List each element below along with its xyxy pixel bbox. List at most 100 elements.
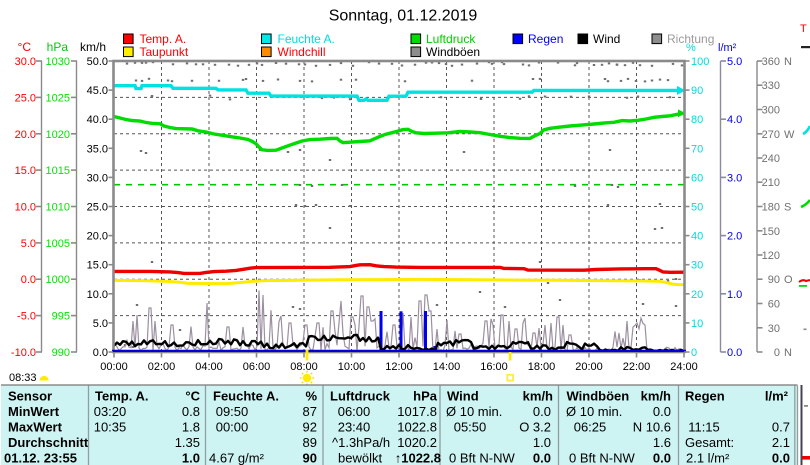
svg-text:1030: 1030	[46, 56, 70, 68]
svg-text:16:00: 16:00	[480, 361, 508, 373]
svg-text:0.0: 0.0	[533, 451, 551, 465]
svg-text:Wind: Wind	[593, 32, 620, 46]
svg-text:4.67 g/m²: 4.67 g/m²	[209, 451, 265, 465]
svg-text:bewölkt: bewölkt	[338, 451, 382, 465]
svg-text:^1.3hPa/h: ^1.3hPa/h	[332, 435, 390, 450]
svg-text:T: T	[800, 23, 807, 35]
svg-text:60: 60	[691, 172, 703, 184]
svg-text:50: 50	[691, 202, 703, 214]
svg-text:22:00: 22:00	[623, 361, 651, 373]
svg-text:1017.8: 1017.8	[397, 404, 437, 419]
svg-text:Ø 10 min.: Ø 10 min.	[566, 404, 622, 419]
svg-text:Windböen: Windböen	[426, 45, 480, 59]
svg-text:MinWert: MinWert	[8, 404, 60, 419]
svg-text:l/m²: l/m²	[718, 42, 737, 54]
svg-text:N: N	[784, 56, 792, 68]
svg-text:5.0: 5.0	[21, 238, 36, 250]
svg-text:180: 180	[762, 202, 780, 214]
svg-text:11:15: 11:15	[688, 420, 720, 435]
svg-text:1020: 1020	[46, 129, 70, 141]
svg-text:0.0: 0.0	[93, 347, 108, 359]
svg-text:35.0: 35.0	[87, 143, 108, 155]
svg-text:990: 990	[52, 347, 70, 359]
svg-text:0.0: 0.0	[772, 451, 790, 465]
svg-text:2.1: 2.1	[772, 435, 790, 450]
svg-text:Windchill: Windchill	[278, 45, 326, 59]
svg-text:120: 120	[762, 250, 780, 262]
svg-text:15.0: 15.0	[15, 165, 36, 177]
svg-text:20: 20	[691, 289, 703, 301]
svg-text:10:35: 10:35	[94, 420, 127, 435]
svg-text:1025: 1025	[46, 92, 70, 104]
svg-text:N: N	[784, 347, 792, 359]
svg-text:03:20: 03:20	[94, 404, 127, 419]
svg-text:24:00: 24:00	[670, 361, 698, 373]
svg-text:O 3.2: O 3.2	[519, 420, 551, 435]
svg-text:1000: 1000	[46, 274, 70, 286]
svg-text:Durchschnitt: Durchschnitt	[8, 435, 89, 450]
svg-text:90: 90	[303, 451, 317, 465]
svg-text:995: 995	[52, 311, 70, 323]
svg-text:0: 0	[774, 347, 780, 359]
svg-text:240: 240	[762, 153, 780, 165]
svg-text:05:50: 05:50	[454, 420, 487, 435]
svg-text:01.12. 23:55: 01.12. 23:55	[4, 451, 77, 465]
svg-text:20.0: 20.0	[15, 129, 36, 141]
svg-text:06:25: 06:25	[574, 420, 607, 435]
svg-text:km/h: km/h	[523, 389, 553, 404]
svg-text:1.6: 1.6	[653, 435, 671, 450]
svg-text:1.8: 1.8	[182, 420, 200, 435]
svg-text:92: 92	[303, 420, 317, 435]
svg-text:30.0: 30.0	[15, 56, 36, 68]
svg-text:4.0: 4.0	[727, 114, 742, 126]
svg-text:Windböen: Windböen	[567, 389, 630, 404]
svg-text:0.0: 0.0	[21, 274, 36, 286]
svg-text:5.0: 5.0	[727, 56, 742, 68]
svg-text:00:00: 00:00	[216, 420, 249, 435]
svg-text:09:50: 09:50	[216, 404, 249, 419]
svg-text:Richtung: Richtung	[667, 32, 714, 46]
svg-text:0.0: 0.0	[533, 404, 551, 419]
svg-text:0: 0	[691, 347, 697, 359]
svg-text:-5.0: -5.0	[17, 311, 36, 323]
svg-text:Wind: Wind	[447, 389, 479, 404]
svg-text:Regen: Regen	[685, 389, 725, 404]
svg-text:10:00: 10:00	[338, 361, 366, 373]
svg-text:50.0: 50.0	[87, 56, 108, 68]
svg-text:0 Bft N-NW: 0 Bft N-NW	[569, 451, 635, 465]
svg-text:Gesamt:: Gesamt:	[685, 435, 734, 450]
svg-text:1.0: 1.0	[727, 289, 742, 301]
svg-text:MaxWert: MaxWert	[8, 420, 63, 435]
svg-text:270: 270	[762, 129, 780, 141]
svg-text:0.8: 0.8	[182, 404, 200, 419]
svg-text:00:00: 00:00	[100, 361, 128, 373]
svg-text:25.0: 25.0	[15, 92, 36, 104]
svg-text:1.35: 1.35	[175, 435, 200, 450]
svg-text:km/h: km/h	[641, 389, 671, 404]
svg-text:1022.8: 1022.8	[397, 420, 437, 435]
svg-text:210: 210	[762, 177, 780, 189]
svg-text:Ø 10 min.: Ø 10 min.	[446, 404, 502, 419]
svg-text:°C: °C	[185, 389, 200, 404]
svg-text:18:00: 18:00	[528, 361, 556, 373]
svg-text:O: O	[784, 274, 793, 286]
svg-text:06:00: 06:00	[243, 361, 271, 373]
svg-text:1.0: 1.0	[182, 451, 200, 465]
svg-text:23:40: 23:40	[338, 420, 371, 435]
svg-text:60: 60	[768, 299, 780, 311]
svg-text:N 10.6: N 10.6	[633, 420, 671, 435]
svg-text:89: 89	[303, 435, 317, 450]
svg-text:5.0: 5.0	[93, 318, 108, 330]
svg-text:150: 150	[762, 226, 780, 238]
svg-text:14:00: 14:00	[433, 361, 461, 373]
svg-text:W: W	[784, 129, 795, 141]
svg-text:↑1022.8: ↑1022.8	[395, 451, 441, 465]
svg-text:08:33: 08:33	[9, 372, 37, 384]
svg-text:10.0: 10.0	[87, 289, 108, 301]
svg-text:1005: 1005	[46, 238, 70, 250]
svg-text:Feuchte A.: Feuchte A.	[278, 32, 335, 46]
svg-text:30.0: 30.0	[87, 172, 108, 184]
svg-text:25.0: 25.0	[87, 202, 108, 214]
svg-text:330: 330	[762, 80, 780, 92]
svg-text:hPa: hPa	[47, 40, 69, 54]
